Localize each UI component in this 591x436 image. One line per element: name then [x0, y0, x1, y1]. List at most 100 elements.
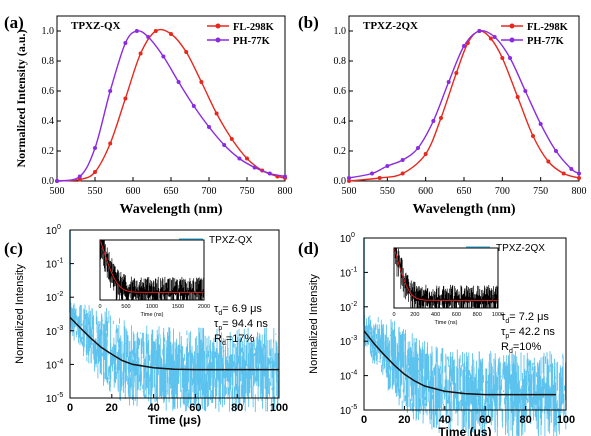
y-tick-exponent: -1	[351, 266, 357, 273]
series-point	[184, 50, 189, 54]
x-axis-label: Wavelength (nm)	[119, 202, 222, 217]
fit-curve	[69, 316, 279, 371]
inset-x-axis-label: Time (ns)	[140, 312, 163, 318]
series-point	[454, 71, 459, 75]
series-point	[222, 143, 227, 147]
inset-x-tick-label: 2000	[198, 304, 210, 310]
y-tick-label: 10	[340, 372, 352, 383]
series-point	[577, 176, 581, 180]
series-point	[347, 179, 351, 183]
inset-x-tick-label: 0	[98, 304, 101, 310]
x-tick-label: 700	[495, 186, 510, 197]
series-point	[431, 119, 436, 123]
y-tick-label: 10	[46, 293, 58, 304]
y-tick-label: 10	[46, 394, 58, 405]
panel-a: (a)	[4, 13, 24, 32]
series-point	[508, 56, 512, 60]
inset-x-tick-label: 0	[392, 312, 395, 318]
x-tick-label: 60	[189, 402, 201, 414]
series-point	[531, 134, 535, 138]
y-tick-label: 10	[340, 234, 352, 245]
inset-x-tick-label: 1000	[492, 312, 504, 318]
x-tick-label: 100	[557, 414, 575, 426]
inset-x-tick-label: 1000	[146, 304, 158, 310]
annotation-value: = 94.4 ns	[222, 318, 268, 330]
y-axis-label: Normalized Intensity	[14, 264, 26, 364]
series-point	[400, 158, 405, 162]
annotation-r_d: Rd=10%	[501, 341, 542, 355]
series-point	[439, 116, 443, 120]
y-tick-exponent: 0	[57, 224, 61, 231]
y-tick-label: 10	[46, 327, 58, 338]
legend-label: TPXZ-QX	[209, 235, 253, 246]
y-tick-exponent: -3	[351, 335, 357, 342]
series-point	[108, 89, 113, 93]
y-tick-exponent: -2	[57, 291, 63, 298]
annotation-tau_d: τd= 6.9 μs	[214, 303, 262, 317]
x-tick-label: 550	[88, 186, 103, 197]
inset-decay-trace	[99, 240, 204, 300]
y-tick-label: 0.8	[42, 56, 55, 67]
y-axis-label: Normalized Intensity (a.u.)	[14, 30, 28, 168]
series-point	[146, 35, 151, 39]
y-tick-exponent: -5	[57, 392, 63, 399]
inset-frame	[393, 247, 499, 309]
y-tick-exponent: -5	[351, 404, 357, 411]
legend-label: FL-298K	[527, 22, 569, 33]
series-point	[176, 80, 181, 84]
y-tick-exponent: -4	[351, 370, 357, 377]
series-point	[416, 146, 420, 150]
inset-x-tick-label: 500	[121, 304, 130, 310]
legend-marker	[215, 23, 221, 29]
y-tick-exponent: -4	[57, 358, 63, 365]
y-tick-label: 10	[46, 360, 58, 371]
series-point	[538, 122, 543, 126]
series-point	[77, 174, 82, 179]
inset-frame	[99, 239, 205, 301]
series-line-ph-77k	[56, 30, 286, 182]
y-tick-label: 0.2	[42, 146, 55, 157]
y-tick-label: 0.6	[42, 86, 55, 97]
panel-d: (d)	[298, 239, 319, 258]
series-point	[207, 125, 211, 129]
series-point	[55, 179, 59, 183]
y-tick-label: 1.0	[334, 26, 347, 37]
series-point	[161, 54, 166, 59]
series-point	[347, 176, 351, 180]
y-tick-exponent: -1	[57, 258, 63, 265]
series-point	[500, 56, 505, 60]
series-point	[462, 44, 466, 48]
series-point	[245, 156, 249, 161]
y-tick-label: 0.8	[334, 56, 347, 67]
y-tick-exponent: 0	[351, 232, 355, 239]
x-tick-label: 650	[457, 186, 472, 197]
series-point	[108, 141, 113, 146]
series-point	[561, 171, 566, 176]
panel-d-tag: (d)	[298, 239, 319, 258]
legend-marker	[509, 23, 515, 29]
x-tick-label: 650	[164, 186, 179, 197]
plot-frame	[69, 229, 280, 399]
panel-b: (b)	[298, 13, 319, 32]
series-point	[138, 51, 143, 56]
series-point	[515, 95, 520, 99]
inset-fit-curve	[99, 239, 204, 293]
inset-x-tick-label: 600	[452, 312, 461, 318]
plots: 500 550 600 650 700 750 8000.00.20.40.60.81.0W…	[14, 15, 587, 436]
series-point	[488, 36, 493, 41]
series-point	[191, 104, 196, 108]
y-tick-label: 1.0	[42, 26, 55, 37]
x-axis-label: Wavelength (nm)	[412, 202, 515, 217]
x-tick-label: 20	[106, 402, 118, 414]
x-tick-label: 40	[147, 402, 159, 414]
x-axis-label: Time (μs)	[438, 425, 491, 436]
series-point	[569, 167, 574, 171]
series-point	[93, 170, 97, 174]
series-point	[370, 171, 374, 176]
series-point	[400, 171, 405, 176]
legend-marker	[509, 37, 515, 43]
inset-fit-curve	[393, 247, 498, 301]
y-tick-label: 10	[340, 268, 352, 279]
series-point	[214, 111, 219, 116]
